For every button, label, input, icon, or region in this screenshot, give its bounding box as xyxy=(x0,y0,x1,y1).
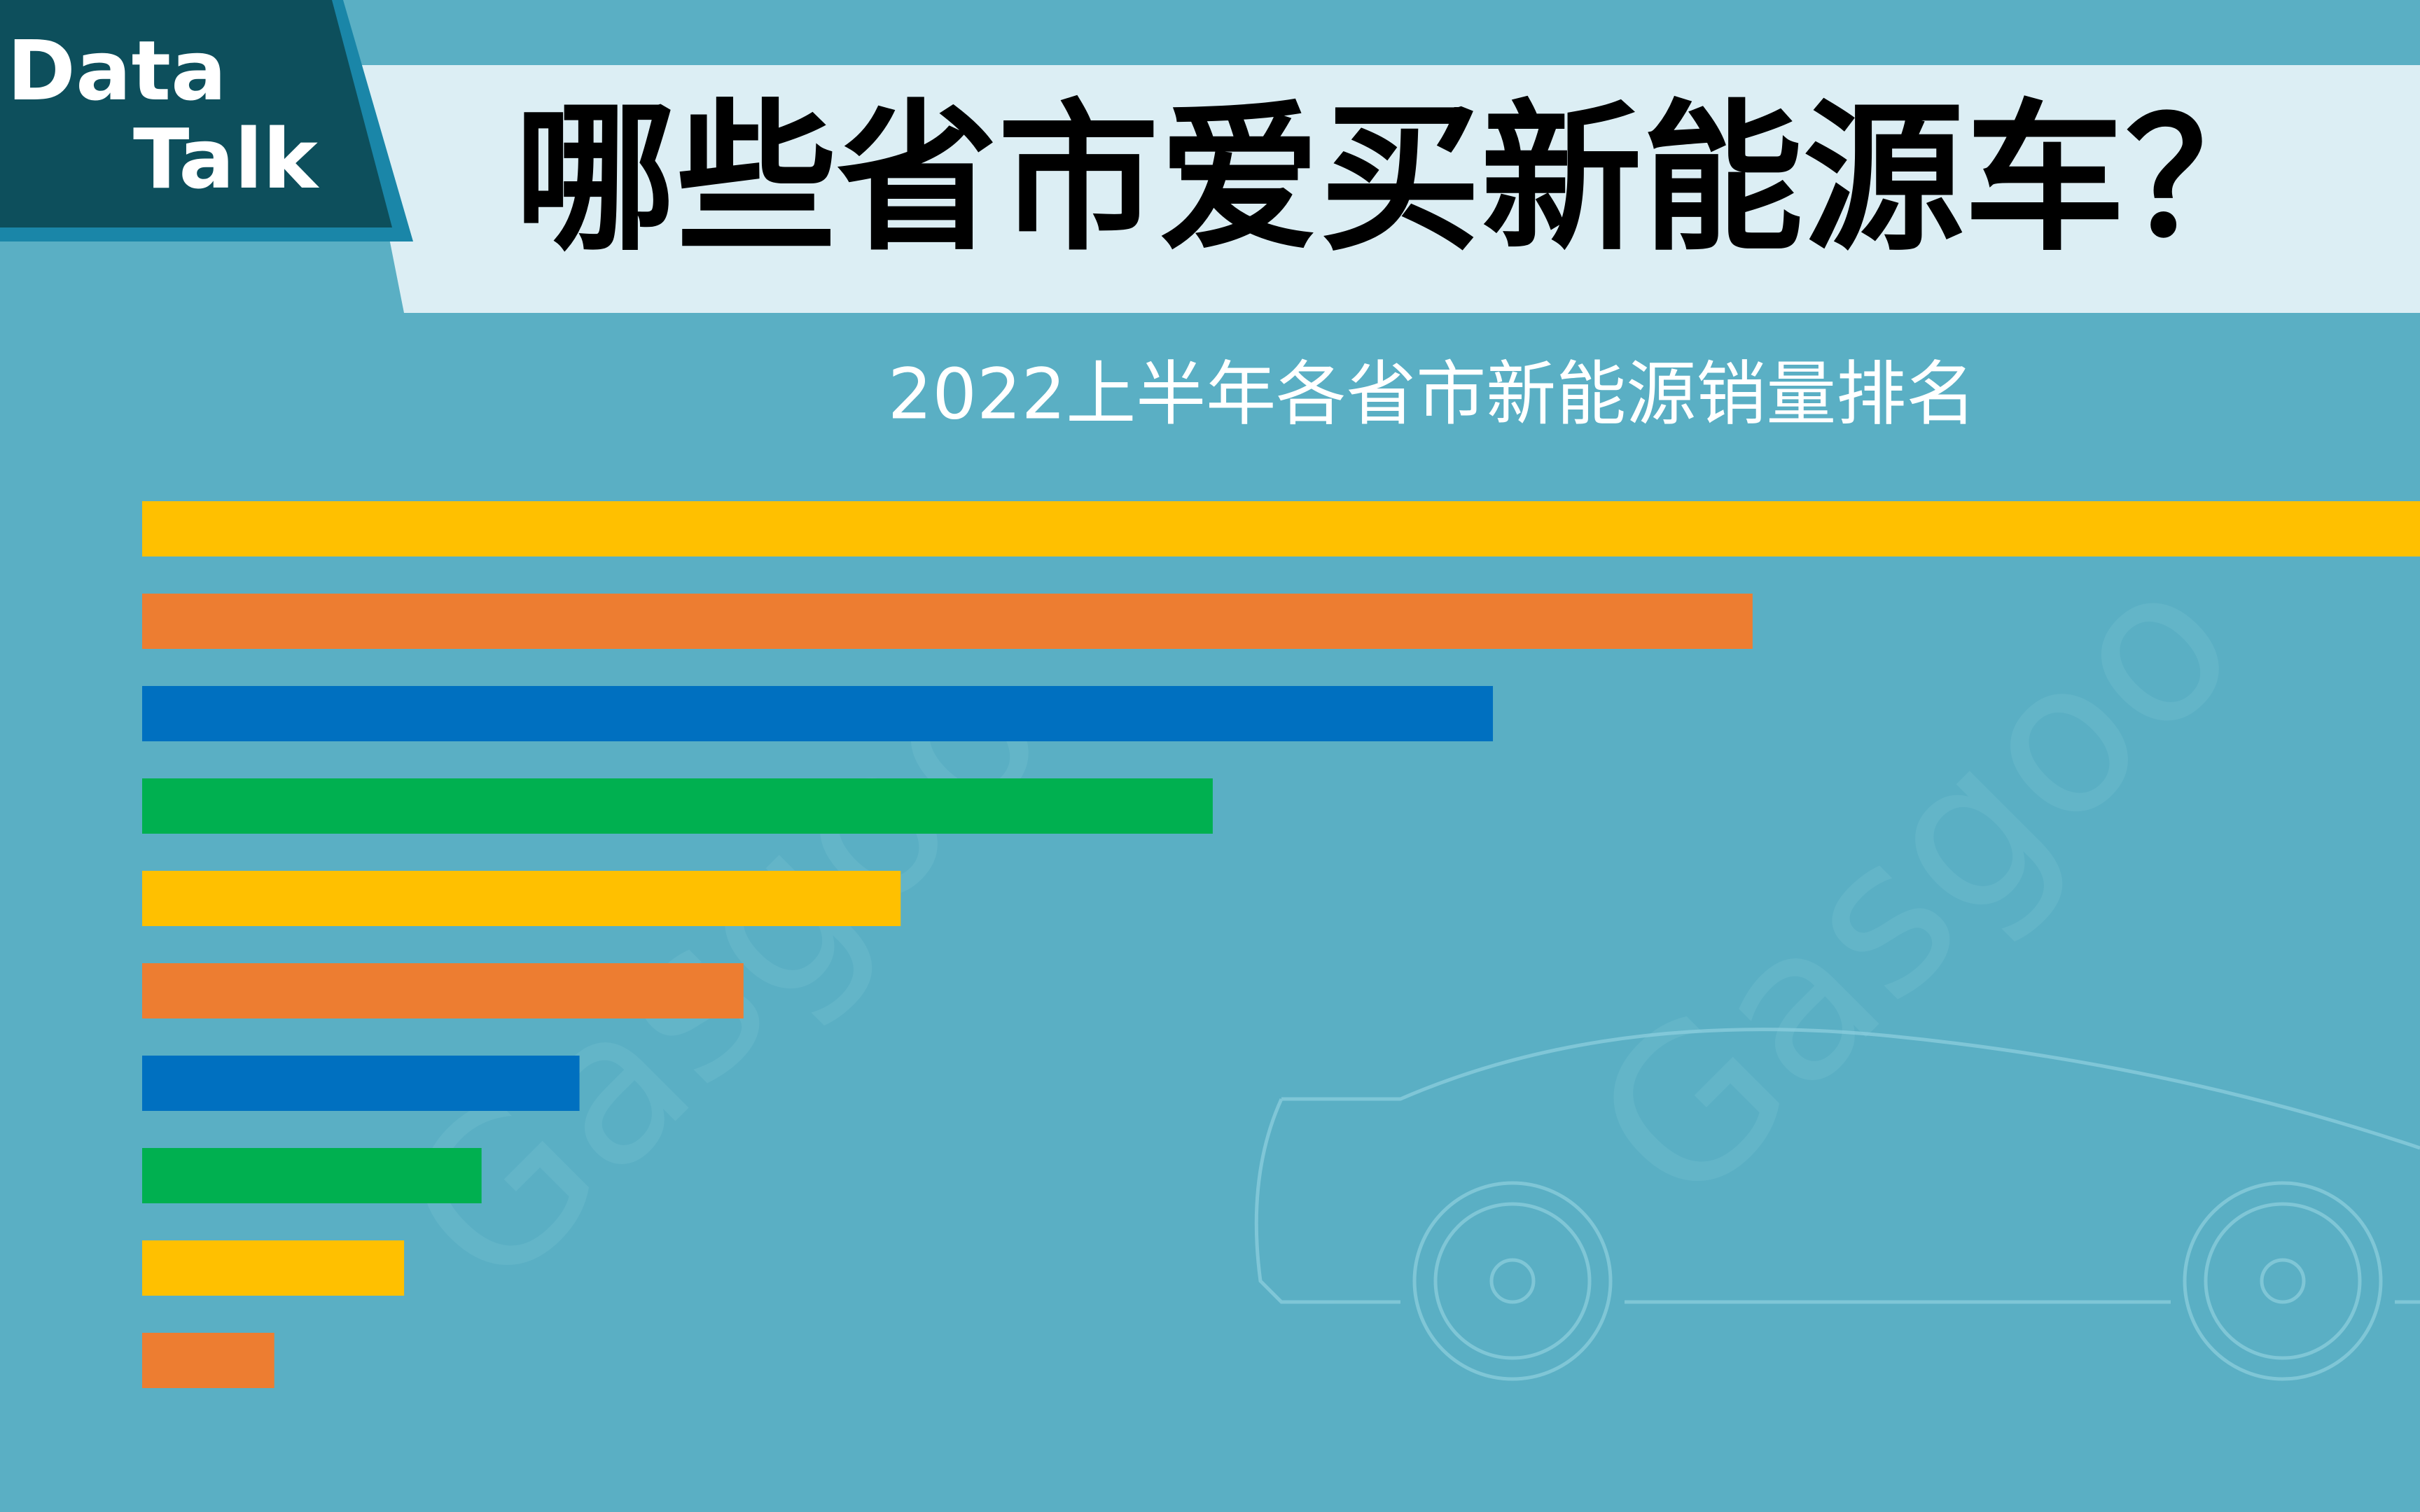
bar xyxy=(142,1240,405,1296)
bar xyxy=(142,686,1494,741)
bar xyxy=(142,963,744,1018)
bar xyxy=(142,871,901,926)
chart-title: 哪些省市爱买新能源车？ xyxy=(515,86,2286,273)
bar xyxy=(142,1056,580,1111)
badge-text: Talk xyxy=(133,111,319,207)
chart-subtitle: 2022上半年各省市新能源销量排名 xyxy=(888,353,1977,435)
bar xyxy=(142,1333,274,1388)
car-outline xyxy=(1254,1028,2420,1381)
header-band xyxy=(355,65,2420,313)
bar xyxy=(142,778,1213,834)
bar xyxy=(142,1148,482,1203)
badge-text: Data xyxy=(7,22,227,119)
badge xyxy=(0,0,392,227)
bar xyxy=(142,501,2420,556)
bar xyxy=(142,594,1753,649)
